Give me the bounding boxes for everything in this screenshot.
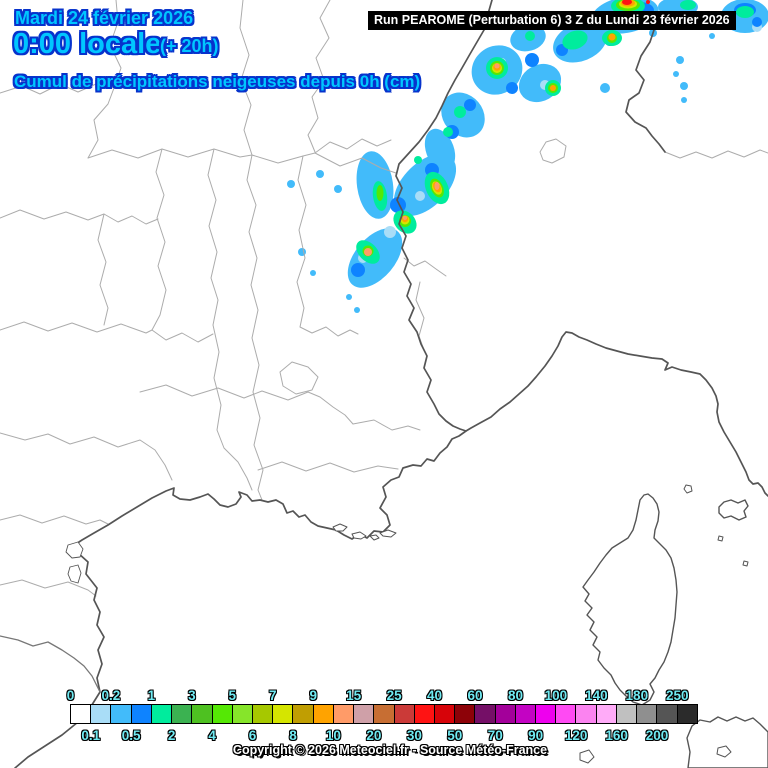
- legend-tick-label: 0.2: [101, 688, 121, 703]
- legend-tick-label: 1: [147, 688, 156, 703]
- legend-tick-label: 90: [528, 728, 544, 743]
- legend-cell: [172, 705, 193, 723]
- legend-tick-label: 15: [346, 688, 362, 703]
- legend-cell: [252, 705, 274, 723]
- islands: [65, 484, 768, 768]
- lagoon-2: [67, 564, 82, 584]
- legend-cell: [293, 705, 314, 723]
- legend-cell: [556, 705, 577, 723]
- legend-cell: [354, 705, 375, 723]
- legend-tick-label: 180: [625, 688, 649, 703]
- legend-cell: [374, 705, 395, 723]
- legend-labels-bottom: 0.1 0.5 2 4 6 8 10 20 30 50 70 90 120 160 200: [0, 728, 768, 743]
- legend-tick-label: 70: [487, 728, 503, 743]
- asinara-island: [579, 749, 595, 764]
- legend-cell: [455, 705, 476, 723]
- legend-cell: [414, 705, 435, 723]
- legend-tick-label: 140: [585, 688, 608, 703]
- legend-cell: [596, 705, 617, 723]
- precip-level-green: [356, 0, 754, 264]
- legend-tick-label: 60: [467, 688, 483, 703]
- model-run-banner: Run PEAROME (Perturbation 6) 3 Z du Lund…: [368, 11, 736, 30]
- legend-tick-label: 30: [406, 728, 422, 743]
- mediterranean-coast: [14, 331, 768, 768]
- legend-cell: [313, 705, 334, 723]
- department-borders: [0, 0, 768, 647]
- legend-tick-label: 10: [325, 728, 341, 743]
- pianosa-island: [717, 535, 724, 542]
- legend-tick-label: 200: [645, 728, 669, 743]
- legend-tick-label: 8: [289, 728, 297, 743]
- legend-cell: [434, 705, 456, 723]
- legend-tick-label: 120: [564, 728, 588, 743]
- legend-cell: [495, 705, 516, 723]
- maddalena-island: [716, 745, 732, 758]
- legend-tick-label: 160: [605, 728, 628, 743]
- hyeres-island-1: [332, 523, 348, 532]
- france-spain-border: [0, 635, 101, 693]
- legend-cell: [637, 705, 658, 723]
- legend-tick-label: 100: [544, 688, 568, 703]
- legend-cell: [192, 705, 213, 723]
- legend-cell: [576, 705, 597, 723]
- legend-cell: [475, 705, 496, 723]
- legend-tick-label: 250: [666, 688, 689, 703]
- capraia-island: [683, 484, 693, 494]
- legend-tick-label: 2: [167, 728, 176, 743]
- precip-level-red: [622, 0, 650, 5]
- legend-cell: [232, 705, 253, 723]
- legend-tick-label: 6: [248, 728, 257, 743]
- legend-cell: [657, 705, 678, 723]
- legend-bar: [70, 704, 698, 724]
- legend-cell: [212, 705, 233, 723]
- date-title: Mardi 24 février 2026: [15, 8, 194, 28]
- legend-cell: [151, 705, 173, 723]
- corsica: [582, 493, 678, 706]
- legend-tick-label: 20: [366, 728, 382, 743]
- legend-cell: [91, 705, 112, 723]
- legend-tick-label: 0.5: [121, 728, 141, 743]
- hyeres-island-3: [369, 534, 380, 541]
- legend-cell: [394, 705, 415, 723]
- precip-level-salmon: [364, 63, 500, 256]
- legend-cell: [677, 705, 697, 723]
- legend-tick-label: 80: [507, 688, 523, 703]
- legend-tick-label: 0.1: [81, 728, 101, 743]
- montecristo-island: [742, 560, 749, 567]
- sardinia-coast: [686, 716, 768, 768]
- local-time-title: 0:00 locale: [13, 28, 162, 60]
- legend-tick-label: 4: [208, 728, 216, 743]
- legend-cell: [515, 705, 537, 723]
- switzerland-italy-border: [625, 12, 666, 153]
- legend-tick-label: 40: [427, 688, 443, 703]
- forecast-offset-label: (+ 20h): [160, 36, 219, 56]
- parameter-subtitle: Cumul de précipitations neigeuses depuis…: [14, 72, 421, 91]
- legend-labels-top: 0 0.2 1 3 5 7 9 15 25 40 60 80 100 140 180 250: [0, 688, 768, 703]
- hyeres-island-4: [379, 529, 397, 538]
- legend-cell: [616, 705, 638, 723]
- legend-cell: [71, 705, 92, 723]
- legend-tick-label: 50: [447, 728, 463, 743]
- copyright-notice: Copyright © 2026 Meteociel.fr - Source M…: [232, 743, 548, 757]
- legend-cell: [111, 705, 132, 723]
- legend-tick-label: 25: [386, 688, 402, 703]
- elba-island: [718, 499, 749, 521]
- precipitation-overlay: [287, 0, 768, 313]
- france-italy-border: [395, 0, 493, 432]
- lagoon-1: [65, 541, 84, 559]
- legend-cell: [131, 705, 152, 723]
- legend-tick-label: 3: [188, 688, 196, 703]
- legend-cell: [536, 705, 557, 723]
- legend-tick-label: 0: [66, 688, 75, 703]
- legend-tick-label: 7: [268, 688, 277, 703]
- legend-tick-label: 5: [228, 688, 237, 703]
- legend-tick-label: 9: [309, 688, 317, 703]
- legend-cell: [333, 705, 355, 723]
- hyeres-island-2: [351, 531, 367, 540]
- legend-cell: [273, 705, 294, 723]
